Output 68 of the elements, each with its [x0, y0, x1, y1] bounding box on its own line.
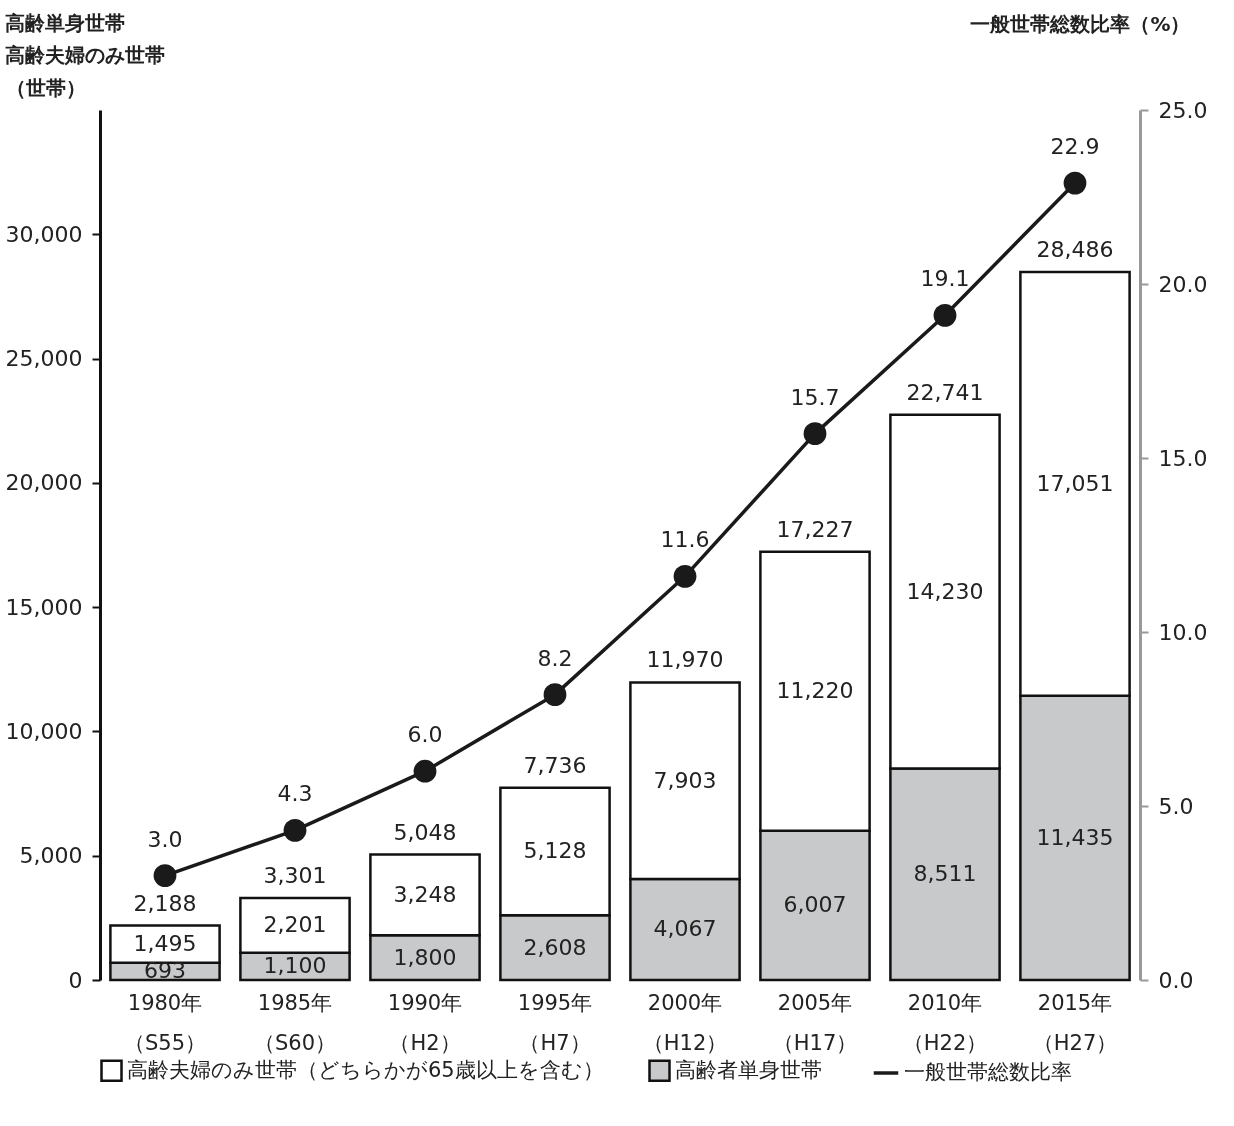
legend-label: 一般世帯総数比率 [904, 1060, 1072, 1084]
x-tick-label: 1990年（H2） [387, 990, 463, 1055]
data-label: 17,051 [1036, 470, 1114, 496]
y-tick-label: 0 [68, 967, 83, 993]
x-tick-label: 1980年（S55） [123, 990, 207, 1055]
x-tick-label: 2005年（H17） [772, 990, 858, 1055]
data-label: 5,128 [523, 838, 587, 864]
data-label: 7,903 [653, 767, 717, 793]
total-label: 28,486 [1036, 236, 1114, 262]
data-label: 6,007 [783, 892, 847, 918]
x-tick-label: 2015年（H27） [1032, 990, 1118, 1055]
data-label: 8.2 [537, 645, 573, 671]
data-label: 11,435 [1036, 824, 1114, 850]
data-label: 3.0 [147, 826, 183, 852]
data-label: 14,230 [906, 578, 984, 604]
x-tick-label: 1985年（S60） [253, 990, 337, 1055]
x-tick-label: 2010年（H22） [902, 990, 988, 1055]
total-label: 7,736 [523, 752, 587, 778]
point [803, 422, 827, 446]
point [673, 564, 697, 588]
y-tick-label: 25,000 [5, 346, 83, 372]
total-label: 11,970 [646, 647, 724, 673]
point [153, 864, 177, 887]
y2-tick-label: 0.0 [1158, 967, 1194, 993]
data-label: 11.6 [660, 527, 710, 553]
y2-tick-label: 25.0 [1158, 97, 1208, 123]
y-tick-label: 30,000 [5, 221, 83, 247]
legend-label: 高齢者単身世帯 [675, 1057, 822, 1082]
data-label: 4.3 [277, 781, 313, 807]
point [933, 303, 957, 327]
data-label: 6.0 [407, 722, 443, 748]
data-label: 693 [144, 958, 186, 984]
data-label: 1,100 [263, 953, 327, 979]
y-tick-label: 5,000 [19, 843, 83, 869]
total-label: 2,188 [133, 890, 197, 916]
y-tick-label: 15,000 [5, 594, 83, 620]
x-tick-label: 2000年（H12） [642, 990, 728, 1055]
data-label: 2,608 [523, 934, 587, 960]
total-label: 3,301 [263, 862, 327, 888]
y2-tick-label: 5.0 [1158, 793, 1194, 819]
text: 高齢夫婦のみ世帯 [5, 43, 165, 67]
x-tick-label: 1995年（H7） [517, 990, 593, 1055]
data-label: 3,248 [393, 881, 457, 907]
total-label: 17,227 [776, 516, 854, 542]
data-label: 8,511 [913, 861, 977, 887]
point [1063, 171, 1087, 195]
data-label: 1,495 [133, 931, 197, 957]
y-tick-label: 20,000 [5, 470, 83, 496]
data-label: 11,220 [776, 678, 854, 704]
point [413, 759, 437, 783]
y-axis-title: （世帯） [5, 75, 86, 100]
total-label: 22,741 [906, 379, 984, 405]
y2-tick-label: 20.0 [1158, 271, 1208, 297]
data-label: 19.1 [920, 266, 970, 292]
text: 高齢単身世帯 [5, 11, 125, 35]
y-tick-label: 10,000 [5, 718, 83, 744]
y2-axis-title: 一般世帯総数比率（%） [970, 11, 1191, 36]
point [283, 818, 307, 842]
legend-label: 高齢夫婦のみ世帯（どちらかが65歳以上を含む） [127, 1057, 604, 1082]
y2-tick-label: 10.0 [1158, 619, 1208, 645]
data-label: 1,800 [393, 944, 457, 970]
data-label: 15.7 [790, 384, 840, 410]
data-label: 22.9 [1050, 134, 1100, 160]
total-label: 5,048 [393, 819, 457, 845]
point [543, 683, 567, 707]
y2-tick-label: 15.0 [1158, 445, 1208, 471]
data-label: 2,201 [263, 912, 327, 938]
data-label: 4,067 [653, 916, 717, 942]
